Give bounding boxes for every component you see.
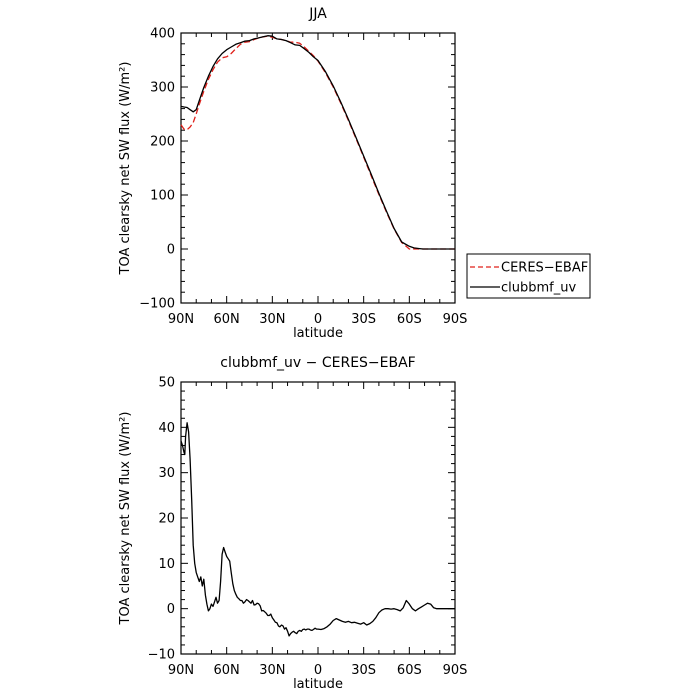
bottom-y-axis-title: TOA clearsky net SW flux (W/m²) (118, 412, 133, 626)
bottom-y-tick-label: 0 (167, 602, 175, 617)
legend-label-0: CERES−EBAF (501, 261, 588, 276)
top-series-line-clubbmf-uv (180, 35, 455, 250)
bottom-series-line-0 (180, 422, 455, 637)
top-chart-panel: 90N 60N 30N 0 30S 60S 90S −100 0 100 200 300 400 JJA l… (118, 6, 591, 341)
top-x-tick-label: 30N (259, 312, 285, 327)
top-y-tick-label: 400 (150, 27, 175, 42)
top-y-tick-label: 100 (150, 189, 175, 204)
bottom-x-tick-label: 0 (314, 663, 322, 678)
top-x-tick-label: 60N (214, 312, 240, 327)
top-x-axis-title: latitude (293, 326, 343, 341)
bottom-x-tick-label: 30N (259, 663, 285, 678)
top-x-tick-label: 90N (168, 312, 194, 327)
top-y-tick-label: 300 (150, 81, 175, 96)
top-y-tick-label: −100 (139, 297, 175, 312)
top-y-tick-label: 0 (167, 243, 175, 258)
bottom-y-tick-label: 40 (158, 421, 175, 436)
top-y-tick-label: 200 (150, 135, 175, 150)
bottom-y-tick-label: −10 (148, 648, 175, 663)
bottom-x-tick-label: 90N (168, 663, 194, 678)
bottom-plot-frame (180, 381, 456, 655)
bottom-y-tick-label: 20 (158, 512, 175, 527)
bottom-x-tick-label: 60N (214, 663, 240, 678)
bottom-chart-title: clubbmf_uv − CERES−EBAF (220, 355, 415, 371)
top-x-tick-label: 0 (314, 312, 322, 327)
top-legend-box (466, 253, 591, 299)
bottom-x-tick-label: 90S (443, 663, 468, 678)
top-x-tick-label: 90S (443, 312, 468, 327)
bottom-y-tick-label: 30 (158, 466, 175, 481)
bottom-x-axis-title: latitude (293, 677, 343, 692)
bottom-x-tick-label: 30S (351, 663, 376, 678)
bottom-chart-panel: 90N 60N 30N 0 30S 60S 90S −10 0 10 20 30 40 50 clubbmf… (118, 355, 467, 692)
top-series-line-ceres-ebaf (180, 35, 455, 250)
bottom-y-tick-label: 10 (158, 557, 175, 572)
top-x-tick-label: 60S (397, 312, 422, 327)
bottom-x-tick-label: 60S (397, 663, 422, 678)
top-plot-frame (180, 32, 456, 304)
bottom-y-tick-label: 50 (158, 376, 175, 391)
legend-label-1: clubbmf_uv (501, 281, 576, 296)
top-y-axis-title: TOA clearsky net SW flux (W/m²) (118, 62, 133, 276)
top-chart-title: JJA (308, 6, 327, 22)
top-x-tick-label: 30S (351, 312, 376, 327)
